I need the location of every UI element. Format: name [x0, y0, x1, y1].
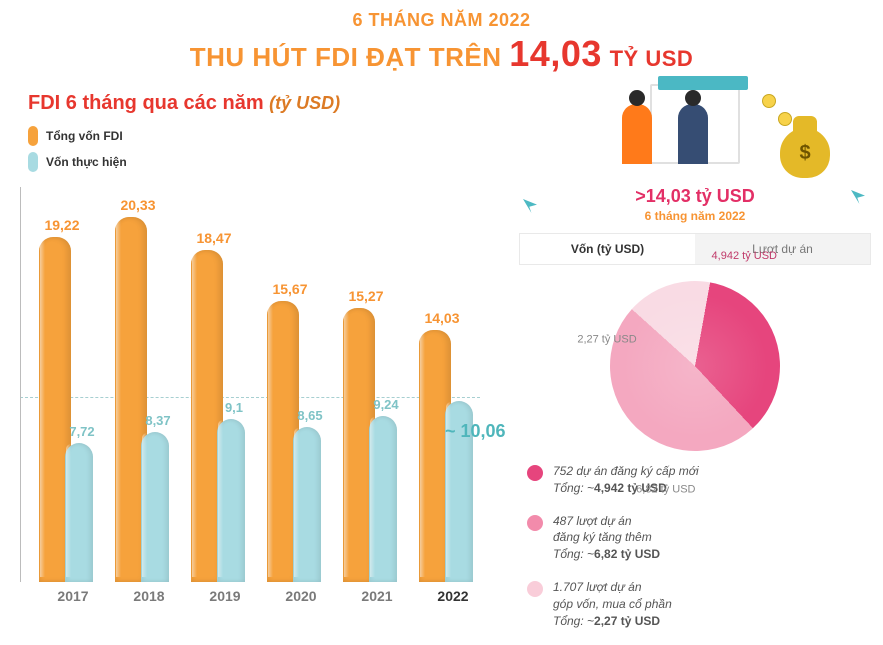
- right-panel: >14,03 tỷ USD 6 tháng năm 2022 Vốn (tỷ U…: [519, 84, 871, 645]
- bullet-dot: [527, 465, 543, 481]
- bar-chart: 19,227,72201720,338,37201818,479,1201915…: [20, 187, 500, 582]
- bar-value-a: 14,03: [419, 310, 465, 326]
- bullet-text: 487 lượt dự ánđăng ký tăng thêmTổng: ~6,…: [553, 513, 660, 563]
- bar-chart-title-main: FDI 6 tháng qua các năm: [28, 92, 264, 114]
- bullet-row: 487 lượt dự ánđăng ký tăng thêmTổng: ~6,…: [527, 513, 871, 563]
- legend-swatch: [28, 126, 38, 146]
- bar-chart-title-unit: (tỷ USD): [269, 93, 340, 113]
- tilde-value: ~ 10,06: [445, 421, 506, 442]
- year-label: 2017: [33, 588, 113, 604]
- year-label: 2018: [109, 588, 189, 604]
- bar-value-b: 8,65: [287, 408, 333, 423]
- bullet-dot: [527, 581, 543, 597]
- bar-value-b: 9,1: [211, 400, 257, 415]
- bullet-text: 1.707 lượt dự ángóp vốn, mua cổ phầnTổng…: [553, 579, 672, 629]
- bar-realized: [369, 416, 397, 582]
- bullet-dot: [527, 515, 543, 531]
- year-label: 2021: [337, 588, 417, 604]
- legend-swatch: [28, 152, 38, 172]
- bar-value-a: 18,47: [191, 230, 237, 246]
- pie-chart: 4,942 tỷ USD 6,82 tỷ USD 2,27 tỷ USD: [575, 246, 815, 486]
- pie-label-3: 2,27 tỷ USD: [577, 334, 636, 346]
- tab-von[interactable]: Vốn (tỷ USD): [520, 234, 695, 264]
- bar-value-b: 9,24: [363, 397, 409, 412]
- handshake-illustration: [620, 84, 770, 180]
- header-line2-text: THU HÚT FDI ĐẠT TRÊN: [190, 42, 502, 72]
- header: 6 THÁNG NĂM 2022 THU HÚT FDI ĐẠT TRÊN 14…: [0, 0, 883, 75]
- year-label: 2019: [185, 588, 265, 604]
- bullet-row: 752 dự án đăng ký cấp mớiTổng: ~4,942 tỷ…: [527, 463, 871, 497]
- legend-item: Vốn thực hiện: [28, 152, 127, 172]
- bar-realized: [293, 427, 321, 582]
- pie-label-2: 6,82 tỷ USD: [636, 484, 695, 496]
- header-unit: TỶ USD: [610, 46, 694, 71]
- bar-value-a: 20,33: [115, 197, 161, 213]
- bar-value-a: 15,67: [267, 281, 313, 297]
- legend-item: Tổng vốn FDI: [28, 126, 127, 146]
- bar-realized: [141, 432, 169, 582]
- bar-value-a: 15,27: [343, 288, 389, 304]
- legend: Tổng vốn FDI Vốn thực hiện: [28, 120, 127, 172]
- tabs: Vốn (tỷ USD) Lượt dự án: [519, 233, 871, 265]
- bar-chart-title: FDI 6 tháng qua các năm (tỷ USD): [28, 92, 340, 115]
- money-bag-icon: [780, 128, 830, 178]
- bar-value-b: 8,37: [135, 413, 181, 428]
- header-line1: 6 THÁNG NĂM 2022: [0, 10, 883, 31]
- legend-label: Vốn thực hiện: [46, 155, 127, 169]
- right-subtitle: 6 tháng năm 2022: [519, 209, 871, 223]
- year-label: 2020: [261, 588, 341, 604]
- legend-label: Tổng vốn FDI: [46, 129, 123, 143]
- bar-realized: [65, 443, 93, 582]
- bullet-row: 1.707 lượt dự ángóp vốn, mua cổ phầnTổng…: [527, 579, 871, 629]
- bar-value-a: 19,22: [39, 217, 85, 233]
- header-line2: THU HÚT FDI ĐẠT TRÊN 14,03 TỶ USD: [0, 33, 883, 75]
- bar-realized: [217, 419, 245, 582]
- right-headline: >14,03 tỷ USD: [519, 186, 871, 207]
- pie-label-1: 4,942 tỷ USD: [711, 250, 776, 262]
- bar-value-b: 7,72: [59, 424, 105, 439]
- header-big-number: 14,03: [509, 33, 602, 74]
- year-label: 2022: [413, 588, 493, 604]
